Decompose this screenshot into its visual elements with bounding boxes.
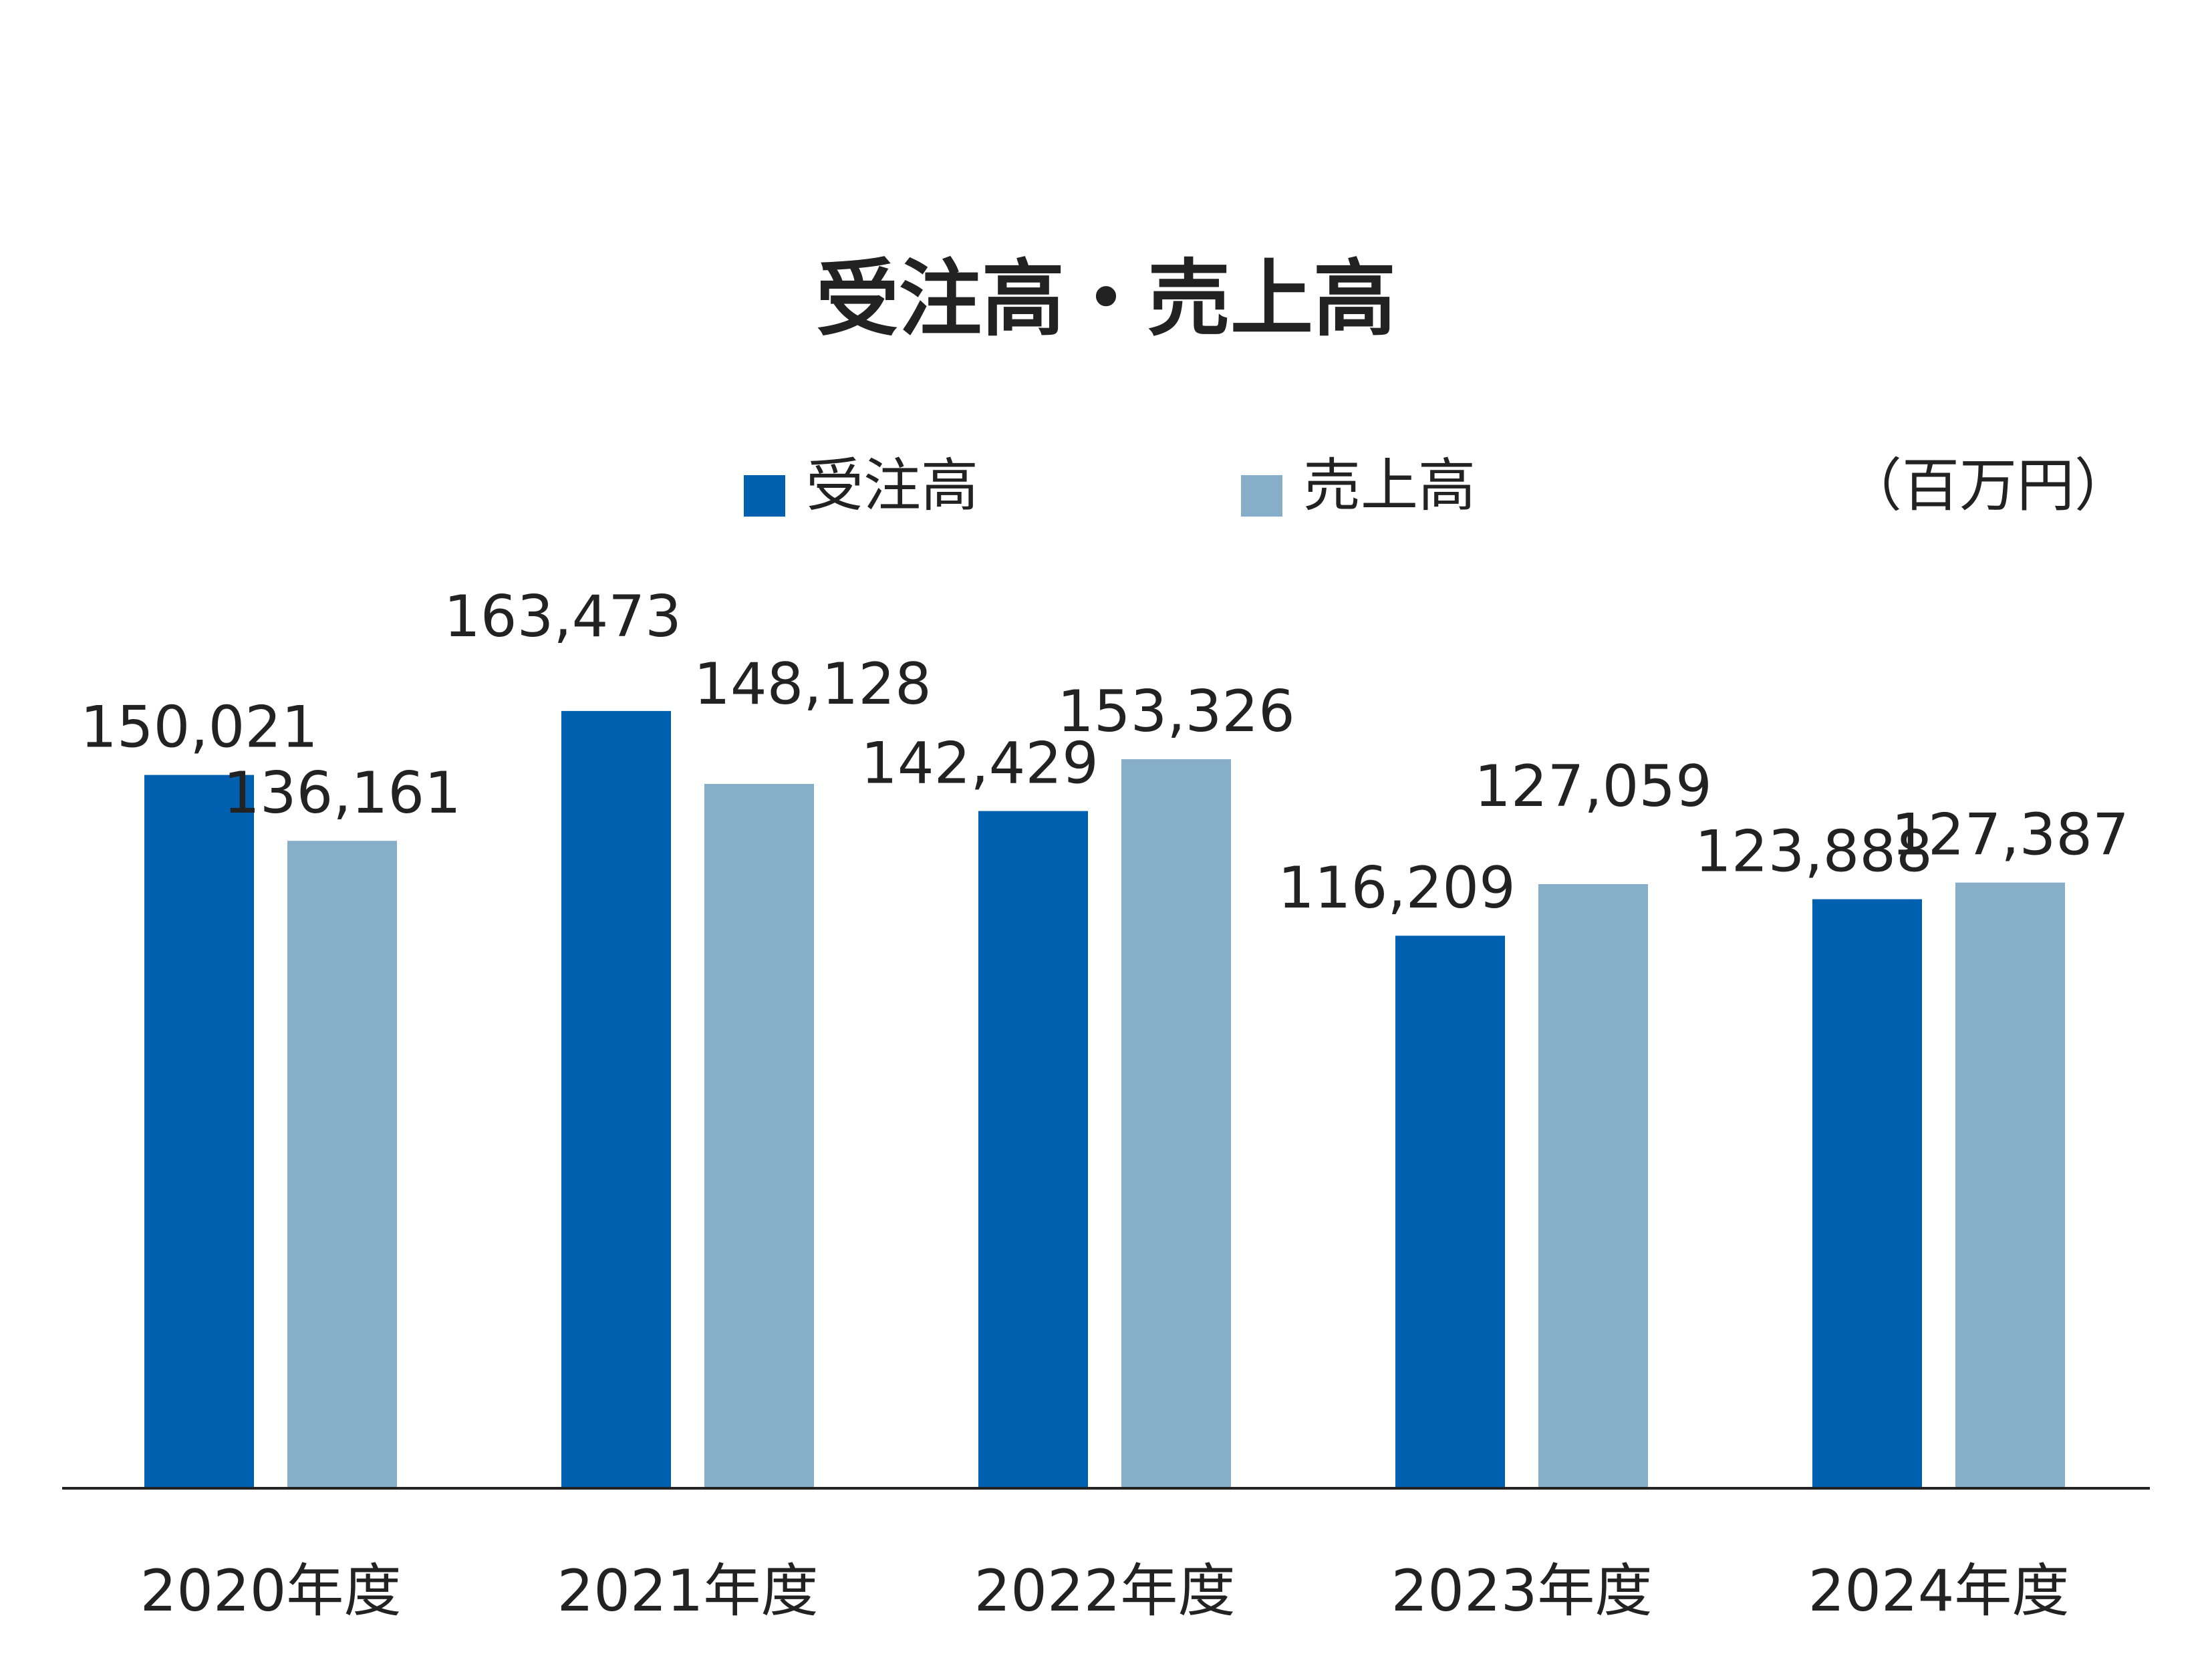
bar-orders-2020年度 [144, 775, 254, 1488]
data-label-orders-2022年度: 142,429 [861, 730, 1099, 797]
bar-sales-2021年度 [704, 784, 814, 1488]
bar-orders-2022年度 [978, 811, 1088, 1488]
legend-swatch-sales [1241, 475, 1282, 517]
x-tick-labels-group: 2020年度 2021年度 2022年度 2023年度 2024年度 [140, 1558, 2070, 1625]
x-tick-label-2020年度: 2020年度 [140, 1558, 402, 1625]
data-label-orders-2024年度: 123,888 [1695, 819, 1933, 885]
bar-sales-2024年度 [1955, 882, 2065, 1488]
chart-title: 受注高・売上高 [816, 251, 1396, 348]
x-tick-label-2022年度: 2022年度 [974, 1558, 1236, 1625]
legend-swatch-orders [744, 475, 785, 517]
data-label-sales-2024年度: 127,387 [1891, 802, 2129, 869]
bar-sales-2022年度 [1121, 759, 1231, 1488]
bar-sales-2023年度 [1538, 883, 1648, 1488]
bar-orders-2024年度 [1812, 899, 1922, 1488]
legend-label-sales: 売上高 [1303, 452, 1476, 519]
bar-orders-2021年度 [561, 710, 671, 1488]
unit-label: （百万円） [1844, 452, 2132, 519]
bar-sales-2020年度 [287, 841, 397, 1488]
data-label-sales-2023年度: 127,059 [1474, 753, 1712, 820]
bar-orders-2023年度 [1395, 936, 1505, 1488]
x-tick-label-2021年度: 2021年度 [557, 1558, 819, 1625]
data-label-orders-2021年度: 163,473 [444, 583, 682, 650]
data-label-sales-2022年度: 153,326 [1057, 678, 1295, 745]
bars-group [144, 710, 2065, 1488]
x-tick-label-2024年度: 2024年度 [1808, 1558, 2070, 1625]
data-label-sales-2020年度: 136,161 [223, 760, 461, 827]
legend: 受注高 売上高 [744, 452, 1476, 519]
data-label-orders-2020年度: 150,021 [80, 694, 318, 761]
x-tick-label-2023年度: 2023年度 [1391, 1558, 1653, 1625]
data-label-orders-2023年度: 116,209 [1278, 855, 1516, 922]
legend-label-orders: 受注高 [806, 452, 978, 519]
data-label-sales-2021年度: 148,128 [694, 651, 932, 718]
